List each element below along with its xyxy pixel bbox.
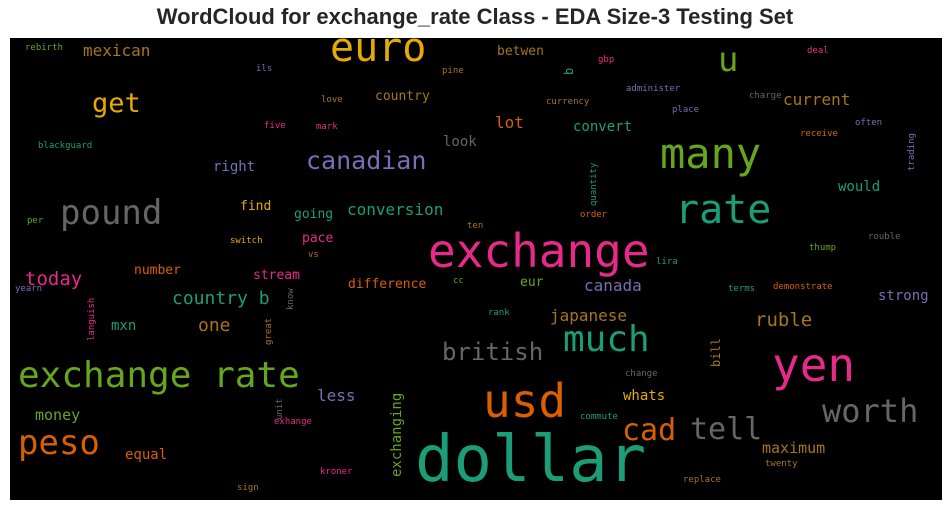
word-mxn: mxn (111, 318, 137, 334)
word-lot: lot (495, 113, 524, 132)
word-today: today (25, 268, 83, 290)
word-country: country (375, 89, 430, 104)
word-cc: cc (453, 276, 464, 286)
word-sign: sign (237, 483, 259, 493)
word-yen: yen (772, 338, 856, 392)
word-rate: rate (675, 187, 772, 233)
word-lira: lira (656, 257, 678, 267)
word-current: current (783, 90, 851, 109)
word-convert: convert (573, 119, 633, 135)
word-terms: terms (728, 284, 756, 294)
word-switch: switch (230, 236, 263, 246)
word-exchange: exchange (428, 224, 650, 278)
word-one: one (198, 315, 231, 336)
word-pine: pine (442, 66, 464, 76)
word-british: british (442, 338, 544, 366)
word-would: would (838, 179, 881, 195)
word-rank: rank (488, 308, 510, 318)
word-administer: administer (626, 84, 681, 94)
word-euro: euro (330, 38, 427, 71)
word-going: going (294, 207, 334, 222)
word-vs: vs (308, 250, 319, 260)
word-often: often (855, 118, 883, 128)
word-whats: whats (623, 388, 666, 404)
word-five: five (264, 121, 286, 131)
word-cad: cad (622, 413, 677, 448)
word-worth: worth (822, 392, 919, 430)
word-get: get (92, 88, 141, 119)
word-love: love (321, 95, 343, 105)
word-eur: eur (520, 275, 544, 290)
word-exchanging: exchanging (389, 392, 405, 477)
word-dollar: dollar (415, 423, 647, 497)
word-order: order (580, 210, 608, 220)
word-kroner: kroner (320, 467, 353, 477)
word-strong: strong (878, 288, 929, 304)
word-country-b: country b (172, 288, 270, 309)
word-change: change (625, 369, 658, 379)
word-tell: tell (690, 412, 763, 447)
word-maximum: maximum (762, 439, 826, 457)
word-equal: equal (125, 447, 168, 463)
word-demonstrate: demonstrate (773, 282, 833, 292)
word-money: money (35, 406, 81, 424)
word-betwen: betwen (497, 44, 544, 59)
word-usd: usd (483, 374, 567, 428)
word-trading: trading (907, 132, 917, 171)
word-b: b (562, 67, 576, 76)
word-number: number (134, 263, 181, 278)
word-find: find (240, 199, 272, 214)
word-pound: pound (60, 193, 163, 233)
word-languish: languish (87, 297, 97, 342)
word-right: right (213, 159, 256, 175)
word-ruble: ruble (755, 309, 813, 331)
word-great: great (264, 317, 274, 345)
word-currency: currency (546, 97, 590, 107)
word-canada: canada (584, 276, 642, 295)
word-mexican: mexican (83, 41, 151, 60)
word-commute: commute (580, 412, 618, 422)
word-place: place (672, 105, 700, 115)
word-rouble: rouble (868, 232, 901, 242)
word-look: look (443, 134, 477, 150)
word-u: u (718, 40, 739, 80)
word-less: less (317, 386, 356, 405)
word-conversion: conversion (347, 200, 444, 219)
word-twenty: twenty (765, 459, 798, 469)
word-receive: receive (800, 129, 838, 139)
word-japanese: japanese (550, 306, 628, 325)
word-many: many (660, 129, 762, 178)
word-stream: stream (253, 268, 300, 283)
word-deal: deal (807, 46, 829, 56)
word-replace: replace (683, 475, 721, 485)
word-quantity: quantity (589, 162, 599, 207)
word-much: much (563, 319, 650, 360)
word-exhange: exhange (274, 417, 312, 427)
word-mark: mark (316, 122, 338, 132)
word-gbp: gbp (598, 55, 615, 65)
word-thump: thump (809, 243, 837, 253)
word-peso: peso (18, 423, 100, 463)
word-blackguard: blackguard (38, 141, 93, 151)
word-yearn: yearn (15, 284, 43, 294)
word-ten: ten (467, 221, 484, 231)
word-rebirth: rebirth (25, 43, 63, 53)
chart-title: WordCloud for exchange_rate Class - EDA … (156, 4, 794, 29)
word-know: know (286, 287, 296, 310)
word-pace: pace (302, 231, 334, 246)
word-ils: ils (256, 64, 273, 74)
word-difference: difference (348, 277, 427, 292)
word-per: per (27, 216, 44, 226)
word-charge: charge (749, 91, 782, 101)
word-exchange-rate: exchange rate (18, 355, 300, 396)
word-bill: bill (709, 337, 723, 367)
word-canadian: canadian (306, 146, 427, 175)
word-cloud: dollar exchange yen usd euro many rate exchange… (10, 38, 942, 500)
